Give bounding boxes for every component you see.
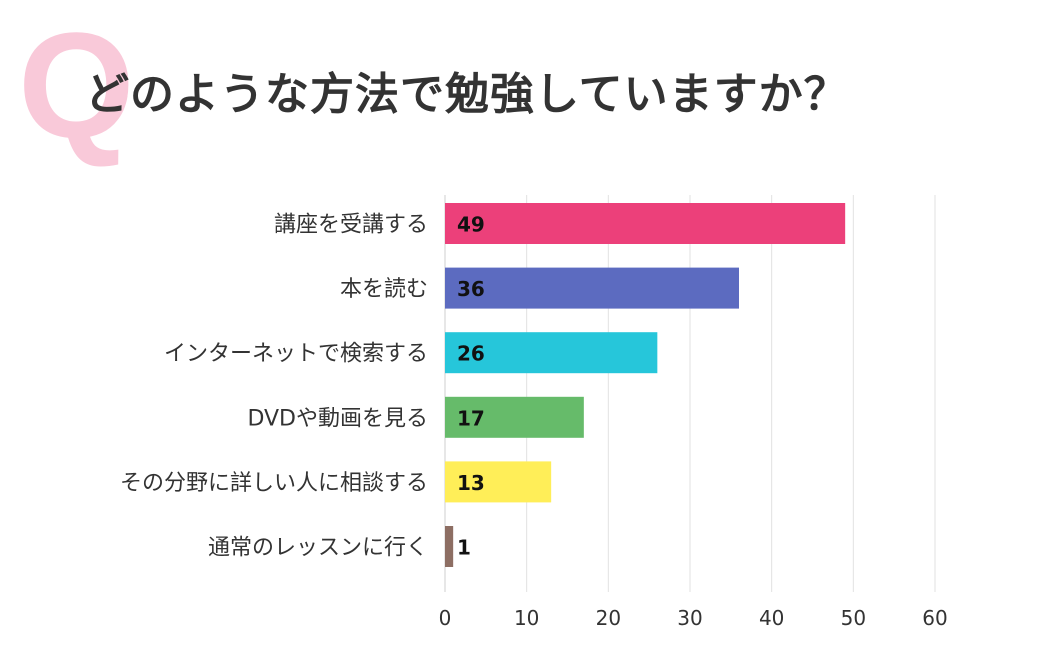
bar (445, 203, 846, 244)
x-tick-label: 50 (841, 606, 866, 630)
x-tick-label: 10 (514, 606, 539, 630)
bar (445, 332, 658, 374)
data-label: 17 (457, 406, 485, 430)
category-label: 通常のレッスンに行く (208, 536, 428, 561)
x-tick-label: 40 (759, 606, 784, 630)
x-tick-label: 60 (922, 606, 947, 630)
bar (445, 267, 739, 309)
data-label: 26 (457, 342, 485, 366)
bar (445, 461, 552, 503)
category-label: DVDや動画を見る (247, 406, 428, 431)
bar (445, 396, 584, 438)
category-label: インターネットで検索する (164, 342, 428, 367)
data-label: 36 (457, 277, 485, 301)
data-label: 13 (457, 471, 485, 495)
x-tick-label: 30 (677, 606, 702, 630)
category-label: 講座を受講する (274, 213, 428, 238)
data-label: 1 (457, 536, 471, 560)
chart-title: どのような方法で勉強していますか？ (85, 69, 849, 120)
x-tick-label: 20 (596, 606, 621, 630)
x-tick-label: 0 (439, 606, 452, 630)
category-label: 本を読む (340, 277, 428, 302)
bar (445, 526, 454, 567)
category-label: その分野に詳しい人に相談する (120, 471, 428, 496)
q-logo: Q (18, 1, 135, 169)
data-label: 49 (457, 213, 485, 237)
